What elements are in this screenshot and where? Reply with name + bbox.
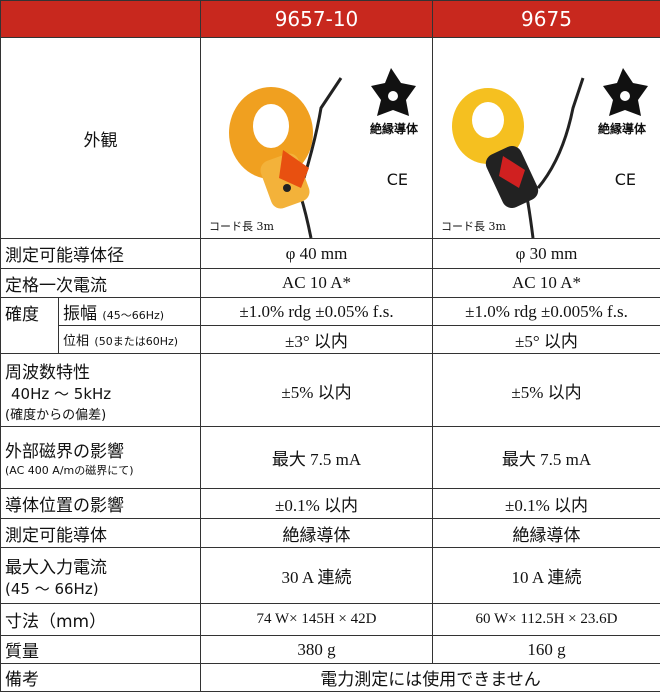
row-label: 寸法（mm）	[1, 604, 201, 636]
cell: 10 A 連続	[433, 548, 660, 604]
ce-mark: CE	[387, 170, 408, 189]
cell: ±0.1% 以内	[433, 489, 660, 519]
sub-label: 位相 (50または60Hz)	[59, 326, 201, 354]
cell: 絶縁導体	[201, 519, 433, 548]
note: (確度からの偏差)	[5, 404, 196, 423]
cell: 最大 7.5 mA	[433, 427, 660, 489]
cell: 絶縁導体	[433, 519, 660, 548]
caption: コード長 3m	[209, 218, 274, 234]
product-image: 絶縁導体 CE コード長 3m	[201, 38, 433, 239]
cell: φ 40 mm	[201, 239, 433, 269]
cell: 160 g	[433, 636, 660, 664]
cell: AC 10 A*	[201, 269, 433, 298]
row-label: 確度	[1, 298, 59, 354]
row-label: 備考	[1, 664, 201, 692]
cell: ±1.0% rdg ±0.05% f.s.	[201, 298, 433, 326]
sub-label-text: 位相	[63, 334, 89, 349]
label-text: 周波数特性	[5, 358, 196, 383]
header-blank	[1, 1, 201, 38]
cell: 最大 7.5 mA	[201, 427, 433, 489]
note: (45 ～ 66Hz)	[5, 578, 196, 599]
cell: AC 10 A*	[433, 269, 660, 298]
label-text: 外部磁界の影響	[5, 437, 196, 462]
ce-mark: CE	[615, 170, 636, 189]
row-label: 定格一次電流	[1, 269, 201, 298]
row-label: 外観	[1, 38, 201, 239]
row-label: 質量	[1, 636, 201, 664]
cell: φ 30 mm	[433, 239, 660, 269]
product-image: 絶縁導体 CE コード長 3m	[433, 38, 660, 239]
row-label: 測定可能導体	[1, 519, 201, 548]
cell: 380 g	[201, 636, 433, 664]
cell: 30 A 連続	[201, 548, 433, 604]
cell: ±5% 以内	[433, 354, 660, 427]
cell: ±5% 以内	[201, 354, 433, 427]
range: 40Hz ～ 5kHz	[5, 383, 196, 404]
cell: ±1.0% rdg ±0.005% f.s.	[433, 298, 660, 326]
note: (45～66Hz)	[102, 309, 164, 322]
cell: 電力測定には使用できません	[201, 664, 660, 692]
clamp-drawing	[201, 38, 433, 240]
cell: ±5° 以内	[433, 326, 660, 354]
cell: 60 W× 112.5H × 23.6D	[433, 604, 660, 636]
row-label: 外部磁界の影響(AC 400 A/mの磁界にて)	[1, 427, 201, 489]
badge: 絶縁導体	[370, 120, 418, 137]
row-label: 測定可能導体径	[1, 239, 201, 269]
note: (AC 400 A/mの磁界にて)	[5, 462, 196, 478]
cell: ±3° 以内	[201, 326, 433, 354]
row-label: 最大入力電流(45 ～ 66Hz)	[1, 548, 201, 604]
clamp-drawing	[433, 38, 660, 240]
sub-label: 振幅 (45～66Hz)	[59, 298, 201, 326]
note: (50または60Hz)	[94, 335, 178, 348]
cell: 74 W× 145H × 42D	[201, 604, 433, 636]
row-label: 導体位置の影響	[1, 489, 201, 519]
sub-label-text: 振幅	[63, 304, 97, 324]
product-name: 9675	[433, 1, 660, 38]
product-name: 9657-10	[201, 1, 433, 38]
badge: 絶縁導体	[598, 120, 646, 137]
label-text: 最大入力電流	[5, 553, 196, 578]
cell: ±0.1% 以内	[201, 489, 433, 519]
caption: コード長 3m	[441, 218, 506, 234]
